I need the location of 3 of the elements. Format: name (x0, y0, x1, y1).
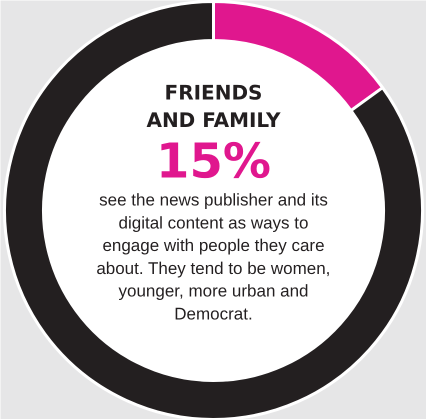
text: see the news publisher and its digital content as ways to engage with people they care about. They tend to be women, younger, more urban and Democrat. (96, 190, 330, 324)
text: FRIENDS AND FAMILY (146, 80, 282, 132)
data-label: 15% (156, 134, 271, 190)
